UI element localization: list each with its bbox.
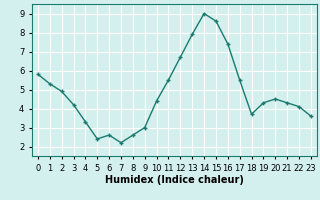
X-axis label: Humidex (Indice chaleur): Humidex (Indice chaleur) [105, 175, 244, 185]
